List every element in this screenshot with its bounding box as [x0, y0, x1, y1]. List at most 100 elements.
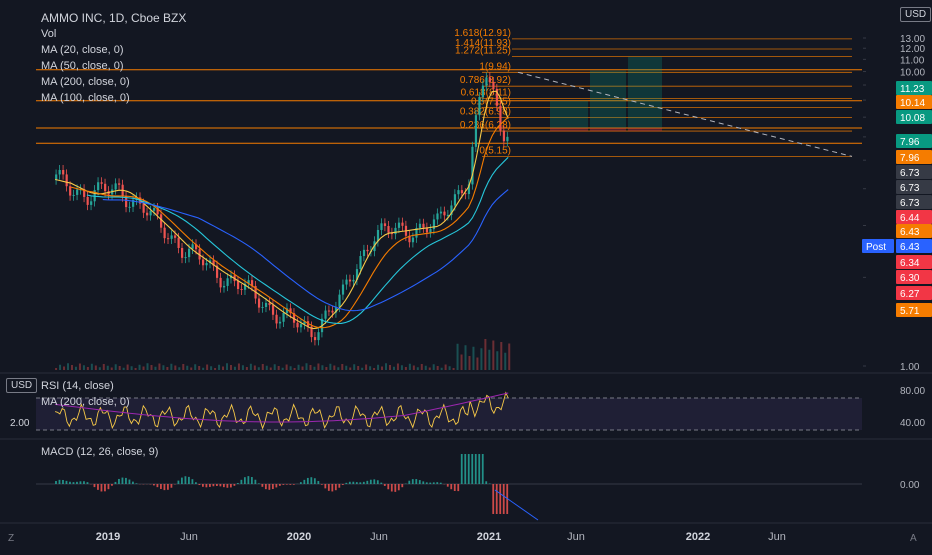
volume-bar	[385, 363, 387, 370]
macd-histogram-bar	[464, 454, 466, 484]
price-badge-label: 6.30	[900, 273, 920, 284]
macd-histogram-bar	[475, 454, 477, 484]
indicator-ma100[interactable]: MA (100, close, 0)	[41, 92, 130, 104]
candle-body	[272, 305, 274, 315]
indicator-vol[interactable]: Vol	[41, 28, 56, 40]
candle-body	[118, 183, 120, 184]
candle-body	[275, 315, 277, 324]
macd-histogram-bar	[233, 484, 235, 486]
macd-histogram-bar	[454, 484, 456, 491]
auto-scale-icon[interactable]: A	[906, 532, 921, 545]
candle-body	[499, 106, 501, 131]
volume-bar	[333, 366, 335, 371]
indicator-ma200[interactable]: MA (200, close, 0)	[41, 76, 130, 88]
macd-histogram-bar	[398, 484, 400, 490]
macd-histogram-bar	[195, 482, 197, 484]
candle-body	[331, 311, 333, 313]
volume-bar	[373, 368, 375, 370]
macd-histogram-bar	[202, 484, 204, 487]
candle-body	[129, 207, 131, 208]
candle-body	[143, 204, 145, 213]
volume-bar	[123, 368, 125, 370]
volume-bar	[158, 364, 160, 371]
volume-bar	[250, 364, 252, 370]
macd-legend[interactable]: MACD (12, 26, close, 9)	[41, 446, 158, 458]
candle-body	[457, 190, 459, 194]
chart-title[interactable]: AMMO INC, 1D, Cboe BZX	[41, 11, 186, 25]
macd-histogram-bar	[303, 480, 305, 484]
macd-histogram-bar	[125, 478, 127, 484]
volume-bar	[445, 365, 447, 371]
candle-body	[300, 324, 302, 327]
candle-body	[394, 228, 396, 234]
volume-bar	[306, 363, 308, 370]
macd-histogram-bar	[352, 482, 354, 484]
candle-body	[55, 174, 57, 179]
volume-bar	[294, 368, 296, 370]
macd-histogram-bar	[115, 482, 117, 484]
volume-bar	[234, 367, 236, 370]
macd-histogram-bar	[457, 484, 459, 491]
macd-histogram-bar	[216, 484, 218, 486]
time-axis-label: 2021	[477, 531, 501, 543]
volume-bar	[210, 366, 212, 370]
volume-bar	[488, 350, 490, 370]
volume-bar	[95, 366, 97, 371]
candle-body	[202, 259, 204, 265]
volume-bar	[202, 368, 204, 370]
volume-bar	[266, 366, 268, 370]
macd-histogram-bar	[461, 454, 463, 484]
volume-bar	[472, 347, 474, 370]
rsi-currency-button[interactable]: USD	[6, 378, 37, 393]
candle-body	[76, 189, 78, 194]
rsi-ma-legend[interactable]: MA (200, close, 0)	[41, 396, 130, 408]
candle-body	[324, 311, 326, 319]
candles	[55, 72, 508, 345]
macd-tick-label: 0.00	[900, 480, 920, 491]
rsi-left-value: 2.00	[6, 417, 33, 430]
macd-histogram-bar	[447, 484, 449, 487]
volume-bar	[302, 367, 304, 371]
macd-histogram-bar	[342, 484, 344, 485]
volume-bar	[389, 365, 391, 370]
volume-bar	[166, 367, 168, 370]
volume-bar	[206, 365, 208, 371]
volume-bar	[508, 344, 510, 371]
macd-histogram-bar	[97, 484, 99, 490]
volume-bar	[83, 365, 85, 370]
macd-histogram-bar	[366, 481, 368, 484]
volume-bar	[437, 366, 439, 370]
macd-histogram-bar	[247, 476, 249, 484]
candle-body	[279, 322, 281, 324]
macd-histogram-bar	[394, 484, 396, 492]
time-axis-label: 2022	[686, 531, 710, 543]
volume-bar	[369, 366, 371, 370]
volume-bar	[75, 367, 77, 370]
volume-bar	[361, 368, 363, 370]
volume-bar	[218, 365, 220, 370]
rsi-legend[interactable]: RSI (14, close)	[41, 380, 114, 392]
volume-bar	[409, 364, 411, 370]
indicator-ma50[interactable]: MA (50, close, 0)	[41, 60, 124, 72]
macd-histogram-bar	[335, 484, 337, 490]
candle-body	[447, 215, 449, 216]
volume-bars	[55, 339, 510, 370]
macd-histogram-bar	[129, 480, 131, 484]
indicator-ma20[interactable]: MA (20, close, 0)	[41, 44, 124, 56]
price-tick-label: 1.00	[900, 362, 920, 373]
zoom-icon[interactable]: Z	[4, 532, 18, 545]
time-axis-label: Jun	[180, 531, 198, 543]
macd-histogram-bar	[307, 478, 309, 484]
candle-body	[219, 278, 221, 288]
candle-body	[226, 278, 228, 286]
candle-body	[328, 311, 330, 312]
price-badge-label: 6.43	[900, 227, 920, 238]
fib-level-label: 1(9.94)	[479, 61, 511, 72]
currency-button[interactable]: USD	[900, 7, 931, 22]
candle-body	[461, 190, 463, 193]
macd-histogram-bar	[160, 484, 162, 489]
volume-bar	[381, 367, 383, 371]
volume-bar	[214, 368, 216, 370]
volume-bar	[254, 366, 256, 371]
